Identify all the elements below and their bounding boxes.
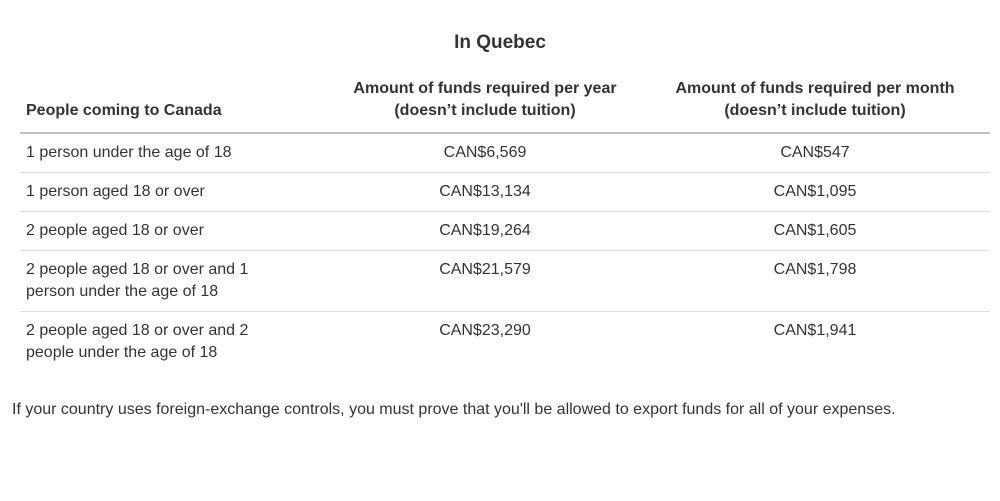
column-header-per-month: Amount of funds required per month (does… <box>640 56 990 134</box>
people-text: 1 person under the age of 18 <box>26 144 232 161</box>
per-year-cell: CAN$23,290 <box>439 322 531 339</box>
page-title: In Quebec <box>454 32 546 53</box>
people-text: 2 people aged 18 or over and 1 person un… <box>26 261 249 300</box>
column-header-per-month-line1: Amount of funds required per month <box>675 80 955 97</box>
people-cell: 1 person under the age of 18 <box>20 133 330 173</box>
people-cell: 2 people aged 18 or over and 1 person un… <box>20 250 330 312</box>
table-row: 2 people aged 18 or over and 2 people un… <box>20 312 990 373</box>
table-row: 2 people aged 18 or over CAN$19,264 CAN$… <box>20 211 990 251</box>
people-text: 2 people aged 18 or over <box>26 222 204 239</box>
per-year-cell: CAN$13,134 <box>330 172 640 212</box>
per-month-cell: CAN$1,798 <box>640 250 990 312</box>
footnote: If your country uses foreign-exchange co… <box>12 401 896 418</box>
table-header-row: People coming to Canada Amount of funds … <box>20 56 990 134</box>
per-year-cell: CAN$21,579 <box>330 250 640 312</box>
column-header-per-month-line2: (doesn’t include tuition) <box>724 102 906 119</box>
per-month-cell: CAN$1,941 <box>773 322 857 339</box>
table-row: 1 person under the age of 18 CAN$6,569 C… <box>20 133 990 173</box>
table-row: 1 person aged 18 or over CAN$13,134 CAN$… <box>20 172 990 212</box>
per-month-cell: CAN$1,605 <box>640 211 990 251</box>
per-year-cell: CAN$6,569 <box>330 133 640 173</box>
people-cell: 1 person aged 18 or over <box>20 172 330 212</box>
people-text: 2 people aged 18 or over and 2 people un… <box>26 322 249 361</box>
column-header-people: People coming to Canada <box>20 56 330 134</box>
per-month-cell: CAN$1,095 <box>640 172 990 212</box>
people-cell: 2 people aged 18 or over <box>20 211 330 251</box>
people-text: 1 person aged 18 or over <box>26 183 205 200</box>
funds-table: People coming to Canada Amount of funds … <box>20 56 990 372</box>
column-header-per-year: Amount of funds required per year (doesn… <box>330 56 640 134</box>
column-header-per-year-line1: Amount of funds required per year <box>353 80 617 97</box>
column-header-per-year-line2: (doesn’t include tuition) <box>394 102 576 119</box>
per-year-cell: CAN$19,264 <box>330 211 640 251</box>
table-row: 2 people aged 18 or over and 1 person un… <box>20 250 990 312</box>
people-cell: 2 people aged 18 or over and 2 people un… <box>20 312 330 373</box>
per-month-cell: CAN$547 <box>640 133 990 173</box>
